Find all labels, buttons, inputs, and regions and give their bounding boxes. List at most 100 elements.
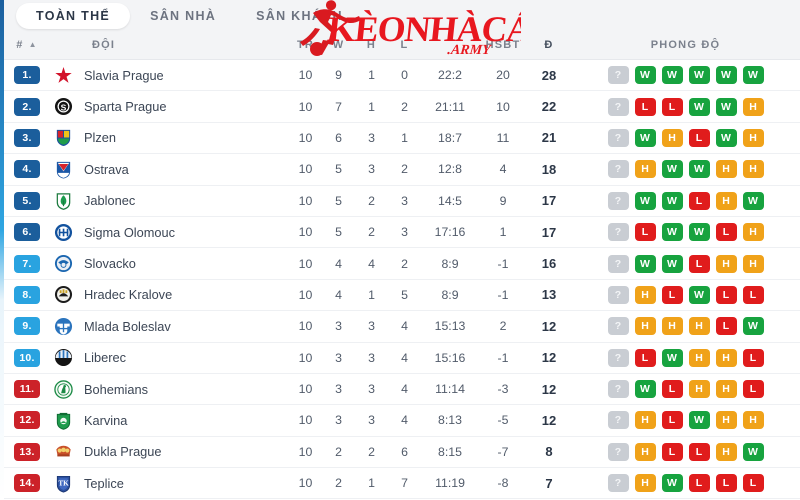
form-badge-h[interactable]: H: [688, 348, 710, 367]
header-rank[interactable]: # ▲: [0, 39, 54, 51]
form-badge-unknown[interactable]: ?: [607, 380, 629, 399]
form-badge-w[interactable]: W: [715, 66, 737, 85]
team-cell[interactable]: TK Teplice: [54, 474, 289, 493]
form-badge-h[interactable]: H: [661, 128, 683, 147]
form-badge-h[interactable]: H: [715, 348, 737, 367]
form-badge-h[interactable]: H: [715, 160, 737, 179]
team-cell[interactable]: Slovacko: [54, 254, 289, 273]
header-won[interactable]: W: [332, 39, 345, 51]
team-cell[interactable]: Ostrava: [54, 160, 289, 179]
form-badge-h[interactable]: H: [715, 191, 737, 210]
team-cell[interactable]: Karvina: [54, 411, 289, 430]
form-badge-w[interactable]: W: [688, 285, 710, 304]
form-badge-w[interactable]: W: [634, 191, 656, 210]
form-badge-h[interactable]: H: [688, 380, 710, 399]
table-row[interactable]: 11. Bohemians 10 3 3 4 11:14 -3 12? W L H H L: [0, 373, 800, 406]
form-badge-l[interactable]: L: [742, 474, 764, 493]
form-badge-unknown[interactable]: ?: [607, 66, 629, 85]
team-cell[interactable]: Liberec: [54, 348, 289, 367]
table-row[interactable]: 6. Sigma Olomouc 10 5 2 3 17:16 1 17? L W W L H: [0, 216, 800, 249]
table-row[interactable]: 8. Hradec Kralove 10 4 1 5 8:9 -1 13? H L W L L: [0, 279, 800, 312]
form-badge-l[interactable]: L: [742, 348, 764, 367]
form-badge-l[interactable]: L: [688, 442, 710, 461]
form-badge-w[interactable]: W: [688, 411, 710, 430]
form-badge-unknown[interactable]: ?: [607, 317, 629, 336]
form-badge-h[interactable]: H: [715, 411, 737, 430]
form-badge-w[interactable]: W: [715, 128, 737, 147]
team-cell[interactable]: Mlada Boleslav: [54, 317, 289, 336]
table-row[interactable]: 1. Slavia Prague 10 9 1 0 22:2 20 28? W W W W W: [0, 60, 800, 92]
form-badge-h[interactable]: H: [742, 128, 764, 147]
header-played[interactable]: TR: [296, 39, 315, 51]
form-badge-l[interactable]: L: [742, 380, 764, 399]
form-badge-w[interactable]: W: [715, 97, 737, 116]
form-badge-w[interactable]: W: [634, 380, 656, 399]
form-badge-w[interactable]: W: [661, 474, 683, 493]
form-badge-unknown[interactable]: ?: [607, 254, 629, 273]
form-badge-unknown[interactable]: ?: [607, 474, 629, 493]
header-drawn[interactable]: H: [366, 39, 377, 51]
form-badge-l[interactable]: L: [688, 191, 710, 210]
form-badge-unknown[interactable]: ?: [607, 223, 629, 242]
form-badge-l[interactable]: L: [715, 285, 737, 304]
form-badge-h[interactable]: H: [742, 97, 764, 116]
form-badge-h[interactable]: H: [742, 411, 764, 430]
team-cell[interactable]: Jablonec: [54, 191, 289, 211]
sort-ascending-icon[interactable]: ▲: [28, 40, 38, 49]
form-badge-w[interactable]: W: [661, 348, 683, 367]
form-badge-w[interactable]: W: [634, 254, 656, 273]
team-cell[interactable]: Plzen: [54, 128, 289, 147]
form-badge-w[interactable]: W: [688, 160, 710, 179]
form-badge-h[interactable]: H: [715, 254, 737, 273]
table-row[interactable]: 9. Mlada Boleslav 10 3 3 4 15:13 2 12? H H H L W: [0, 311, 800, 343]
form-badge-h[interactable]: H: [634, 474, 656, 493]
tab-overall[interactable]: TOÀN THỂ: [16, 2, 131, 29]
table-row[interactable]: 12. Karvina 10 3 3 4 8:13 -5 12? H L W H H: [0, 405, 800, 437]
form-badge-h[interactable]: H: [634, 411, 656, 430]
form-badge-l[interactable]: L: [688, 128, 710, 147]
team-cell[interactable]: Bohemians: [54, 379, 289, 399]
form-badge-w[interactable]: W: [661, 223, 683, 242]
form-badge-h[interactable]: H: [634, 317, 656, 336]
form-badge-w[interactable]: W: [742, 317, 764, 336]
form-badge-l[interactable]: L: [661, 380, 683, 399]
table-row[interactable]: 2. S Sparta Prague 10 7 1 2 21:11 10 22? L L W W H: [0, 91, 800, 123]
table-row[interactable]: 7. Slovacko 10 4 4 2 8:9 -1 16? W W L H H: [0, 248, 800, 280]
form-badge-unknown[interactable]: ?: [607, 442, 629, 461]
form-badge-w[interactable]: W: [661, 160, 683, 179]
team-cell[interactable]: Slavia Prague: [54, 66, 289, 85]
team-cell[interactable]: Sigma Olomouc: [54, 223, 289, 242]
form-badge-w[interactable]: W: [688, 223, 710, 242]
form-badge-l[interactable]: L: [715, 223, 737, 242]
header-lost[interactable]: L: [400, 39, 409, 51]
header-points[interactable]: Đ: [544, 39, 554, 51]
header-team[interactable]: ĐỘI: [54, 39, 289, 51]
form-badge-l[interactable]: L: [661, 285, 683, 304]
form-badge-l[interactable]: L: [661, 411, 683, 430]
form-badge-l[interactable]: L: [688, 254, 710, 273]
form-badge-unknown[interactable]: ?: [607, 285, 629, 304]
form-badge-l[interactable]: L: [688, 474, 710, 493]
form-badge-w[interactable]: W: [742, 191, 764, 210]
form-badge-l[interactable]: L: [715, 317, 737, 336]
form-badge-h[interactable]: H: [715, 380, 737, 399]
form-badge-h[interactable]: H: [634, 160, 656, 179]
form-badge-w[interactable]: W: [742, 442, 764, 461]
table-row[interactable]: 3. Plzen 10 6 3 1 18:7 11 21? W H L W H: [0, 122, 800, 155]
form-badge-l[interactable]: L: [661, 442, 683, 461]
form-badge-w[interactable]: W: [634, 66, 656, 85]
form-badge-l[interactable]: L: [715, 474, 737, 493]
form-badge-l[interactable]: L: [634, 97, 656, 116]
team-cell[interactable]: Hradec Kralove: [54, 285, 289, 304]
form-badge-w[interactable]: W: [688, 66, 710, 85]
form-badge-h[interactable]: H: [742, 223, 764, 242]
form-badge-l[interactable]: L: [634, 348, 656, 367]
form-badge-w[interactable]: W: [634, 128, 656, 147]
form-badge-l[interactable]: L: [634, 223, 656, 242]
form-badge-unknown[interactable]: ?: [607, 128, 629, 147]
form-badge-unknown[interactable]: ?: [607, 191, 629, 210]
form-badge-l[interactable]: L: [742, 285, 764, 304]
form-badge-h[interactable]: H: [688, 317, 710, 336]
form-badge-unknown[interactable]: ?: [607, 160, 629, 179]
table-row[interactable]: 10. Liberec 10 3 3 4 15:16 -1 12? L W H H L: [0, 342, 800, 374]
